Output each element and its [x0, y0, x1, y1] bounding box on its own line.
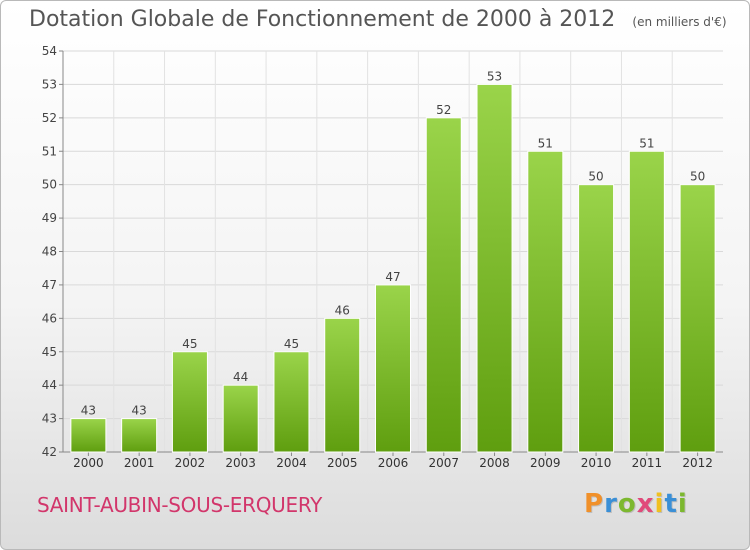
- x-tick-label: 2012: [682, 456, 713, 470]
- logo-letter: i: [677, 489, 688, 519]
- bar-2000: [70, 418, 107, 453]
- value-label-2005: 46: [335, 303, 350, 317]
- y-tick-label: 54: [42, 44, 57, 58]
- value-label-2000: 43: [81, 404, 96, 418]
- bar-2002: [171, 351, 208, 453]
- chart-unit-note: (en milliers d'€): [632, 15, 727, 29]
- y-tick-label: 44: [42, 378, 57, 392]
- x-tick-label: 2000: [73, 456, 104, 470]
- bar-2010: [578, 184, 615, 453]
- value-label-2002: 45: [182, 337, 197, 351]
- proxiti-logo[interactable]: Proxiti: [584, 489, 688, 519]
- x-tick-label: 2010: [581, 456, 612, 470]
- value-label-2008: 53: [487, 69, 502, 83]
- y-tick-label: 49: [42, 211, 57, 225]
- x-tick-label: 2005: [327, 456, 358, 470]
- y-tick-label: 47: [42, 278, 57, 292]
- x-tick-label: 2002: [175, 456, 206, 470]
- chart-title: Dotation Globale de Fonctionnement de 20…: [29, 7, 616, 32]
- y-tick-label: 46: [42, 311, 57, 325]
- bars: [70, 83, 716, 453]
- x-tick-label: 2001: [124, 456, 155, 470]
- value-label-2009: 51: [538, 136, 553, 150]
- y-tick-label: 48: [42, 245, 57, 259]
- y-tick-label: 43: [42, 412, 57, 426]
- logo-letter: P: [584, 489, 605, 519]
- y-tick-label: 50: [42, 178, 57, 192]
- bar-2011: [628, 150, 665, 453]
- y-tick-label: 45: [42, 345, 57, 359]
- title-row: Dotation Globale de Fonctionnement de 20…: [29, 7, 727, 32]
- bar-2012: [679, 184, 716, 453]
- bar-2004: [273, 351, 310, 453]
- y-tick-label: 51: [42, 144, 57, 158]
- value-label-2001: 43: [132, 404, 147, 418]
- x-tick-label: 2011: [632, 456, 663, 470]
- logo-letter: i: [654, 489, 665, 519]
- bar-2003: [222, 384, 259, 453]
- bar-2006: [375, 284, 411, 453]
- value-label-2011: 51: [639, 136, 654, 150]
- y-tick-label: 53: [42, 77, 57, 91]
- x-tick-label: 2007: [428, 456, 459, 470]
- logo-letter: o: [617, 489, 637, 519]
- bar-2008: [476, 83, 513, 453]
- y-tick-label: 52: [42, 111, 57, 125]
- x-tick-label: 2006: [378, 456, 409, 470]
- commune-name: SAINT-AUBIN-SOUS-ERQUERY: [37, 493, 323, 517]
- x-tick-label: 2008: [479, 456, 510, 470]
- value-labels: 43 43 45 44 45 46 47 52 53 51 50 51 50: [81, 69, 706, 417]
- bar-2009: [527, 150, 564, 453]
- logo-letter: t: [664, 489, 678, 519]
- value-label-2010: 50: [588, 170, 603, 184]
- value-label-2007: 52: [436, 103, 451, 117]
- value-label-2003: 44: [233, 370, 248, 384]
- logo-letter: r: [604, 489, 618, 519]
- y-tick-label: 42: [42, 445, 57, 459]
- x-tick-label: 2009: [530, 456, 561, 470]
- bar-2007: [425, 117, 462, 453]
- bar-2001: [121, 418, 158, 453]
- value-label-2004: 45: [284, 337, 299, 351]
- x-tick-label: 2004: [276, 456, 307, 470]
- bar-2005: [324, 317, 361, 453]
- x-tick-label: 2003: [225, 456, 256, 470]
- value-label-2012: 50: [690, 170, 705, 184]
- value-label-2006: 47: [385, 270, 400, 284]
- logo-letter: x: [636, 489, 655, 519]
